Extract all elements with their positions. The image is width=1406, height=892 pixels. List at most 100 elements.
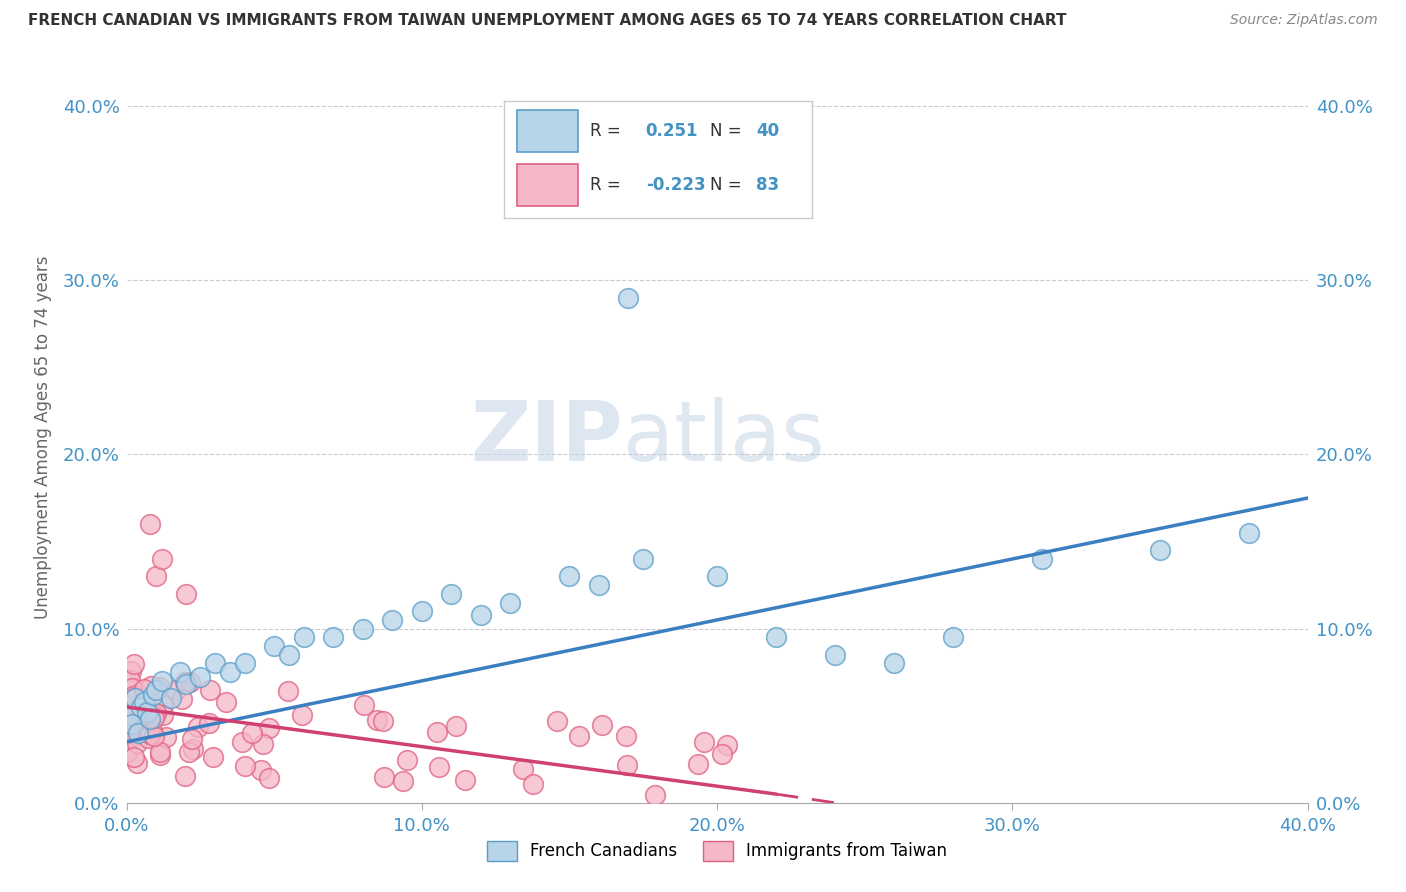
Point xyxy=(824,648,846,662)
Point xyxy=(291,708,314,723)
Point xyxy=(512,762,534,776)
Point xyxy=(411,604,433,618)
Point xyxy=(198,715,221,730)
Point xyxy=(124,691,146,706)
Point xyxy=(250,763,273,777)
Point xyxy=(373,770,395,784)
Point xyxy=(145,706,167,720)
Point xyxy=(121,729,143,743)
Point xyxy=(1031,552,1053,566)
Point xyxy=(141,724,163,739)
Point xyxy=(124,750,146,764)
Point xyxy=(277,684,299,698)
Point xyxy=(118,707,141,722)
Point xyxy=(127,698,149,713)
Point xyxy=(118,673,141,687)
Point xyxy=(160,691,183,706)
Point xyxy=(165,683,187,698)
Point xyxy=(169,665,191,680)
Point xyxy=(201,749,224,764)
Point xyxy=(124,691,146,706)
Point xyxy=(322,631,344,645)
Point xyxy=(142,711,165,725)
Text: atlas: atlas xyxy=(623,397,824,477)
Point xyxy=(257,771,280,785)
Text: FRENCH CANADIAN VS IMMIGRANTS FROM TAIWAN UNEMPLOYMENT AMONG AGES 65 TO 74 YEARS: FRENCH CANADIAN VS IMMIGRANTS FROM TAIWA… xyxy=(28,13,1067,29)
Point xyxy=(633,552,655,566)
Text: ZIP: ZIP xyxy=(470,397,623,477)
Point xyxy=(120,665,142,679)
Point xyxy=(591,718,613,732)
Point xyxy=(181,741,204,756)
Point xyxy=(522,777,544,791)
Point xyxy=(765,631,787,645)
Point xyxy=(187,720,209,734)
Point xyxy=(179,745,201,759)
Point xyxy=(127,736,149,750)
Point xyxy=(558,569,581,583)
Point xyxy=(396,752,419,766)
Point xyxy=(233,657,256,671)
Point xyxy=(215,695,238,709)
Point xyxy=(392,774,415,789)
Point xyxy=(381,613,404,627)
Point xyxy=(174,587,197,601)
Point xyxy=(366,713,388,727)
Point xyxy=(124,723,146,738)
Point xyxy=(181,731,204,746)
Text: Source: ZipAtlas.com: Source: ZipAtlas.com xyxy=(1230,13,1378,28)
Point xyxy=(470,607,492,622)
Point xyxy=(136,731,159,745)
Point xyxy=(132,681,155,696)
Y-axis label: Unemployment Among Ages 65 to 74 years: Unemployment Among Ages 65 to 74 years xyxy=(34,255,52,619)
Point xyxy=(427,760,450,774)
Point xyxy=(499,595,522,609)
Point xyxy=(145,682,167,697)
Point xyxy=(546,714,568,728)
Point xyxy=(425,725,447,739)
Point xyxy=(129,700,153,714)
Point xyxy=(143,729,166,743)
Point xyxy=(127,756,149,771)
Point xyxy=(127,726,149,740)
Point xyxy=(706,569,728,583)
Point xyxy=(353,698,375,712)
Point xyxy=(145,569,167,583)
Point xyxy=(616,757,638,772)
Point xyxy=(188,670,212,684)
Point xyxy=(117,745,139,759)
Point xyxy=(121,717,143,731)
Point xyxy=(568,729,591,743)
Point xyxy=(716,738,738,752)
Legend: French Canadians, Immigrants from Taiwan: French Canadians, Immigrants from Taiwan xyxy=(481,834,953,868)
Point xyxy=(686,757,709,772)
Point xyxy=(139,679,162,693)
Point xyxy=(125,720,148,734)
Point xyxy=(139,727,162,741)
Point xyxy=(454,772,477,787)
Point xyxy=(122,689,145,703)
Point xyxy=(139,517,162,532)
Point xyxy=(204,657,226,671)
Point xyxy=(118,708,141,723)
Point xyxy=(219,665,242,680)
Point xyxy=(235,759,257,773)
Point xyxy=(125,687,148,701)
Point xyxy=(149,745,172,759)
Point xyxy=(150,673,173,688)
Point xyxy=(352,622,374,636)
Point xyxy=(174,677,197,691)
Point xyxy=(259,721,281,735)
Point xyxy=(440,587,463,601)
Point xyxy=(149,748,172,763)
Point xyxy=(1149,543,1171,558)
Point xyxy=(942,631,965,645)
Point xyxy=(231,735,253,749)
Point xyxy=(142,688,165,702)
Point xyxy=(617,291,640,305)
Point xyxy=(136,705,159,719)
Point xyxy=(588,578,610,592)
Point xyxy=(200,682,222,697)
Point xyxy=(150,552,173,566)
Point xyxy=(711,747,734,761)
